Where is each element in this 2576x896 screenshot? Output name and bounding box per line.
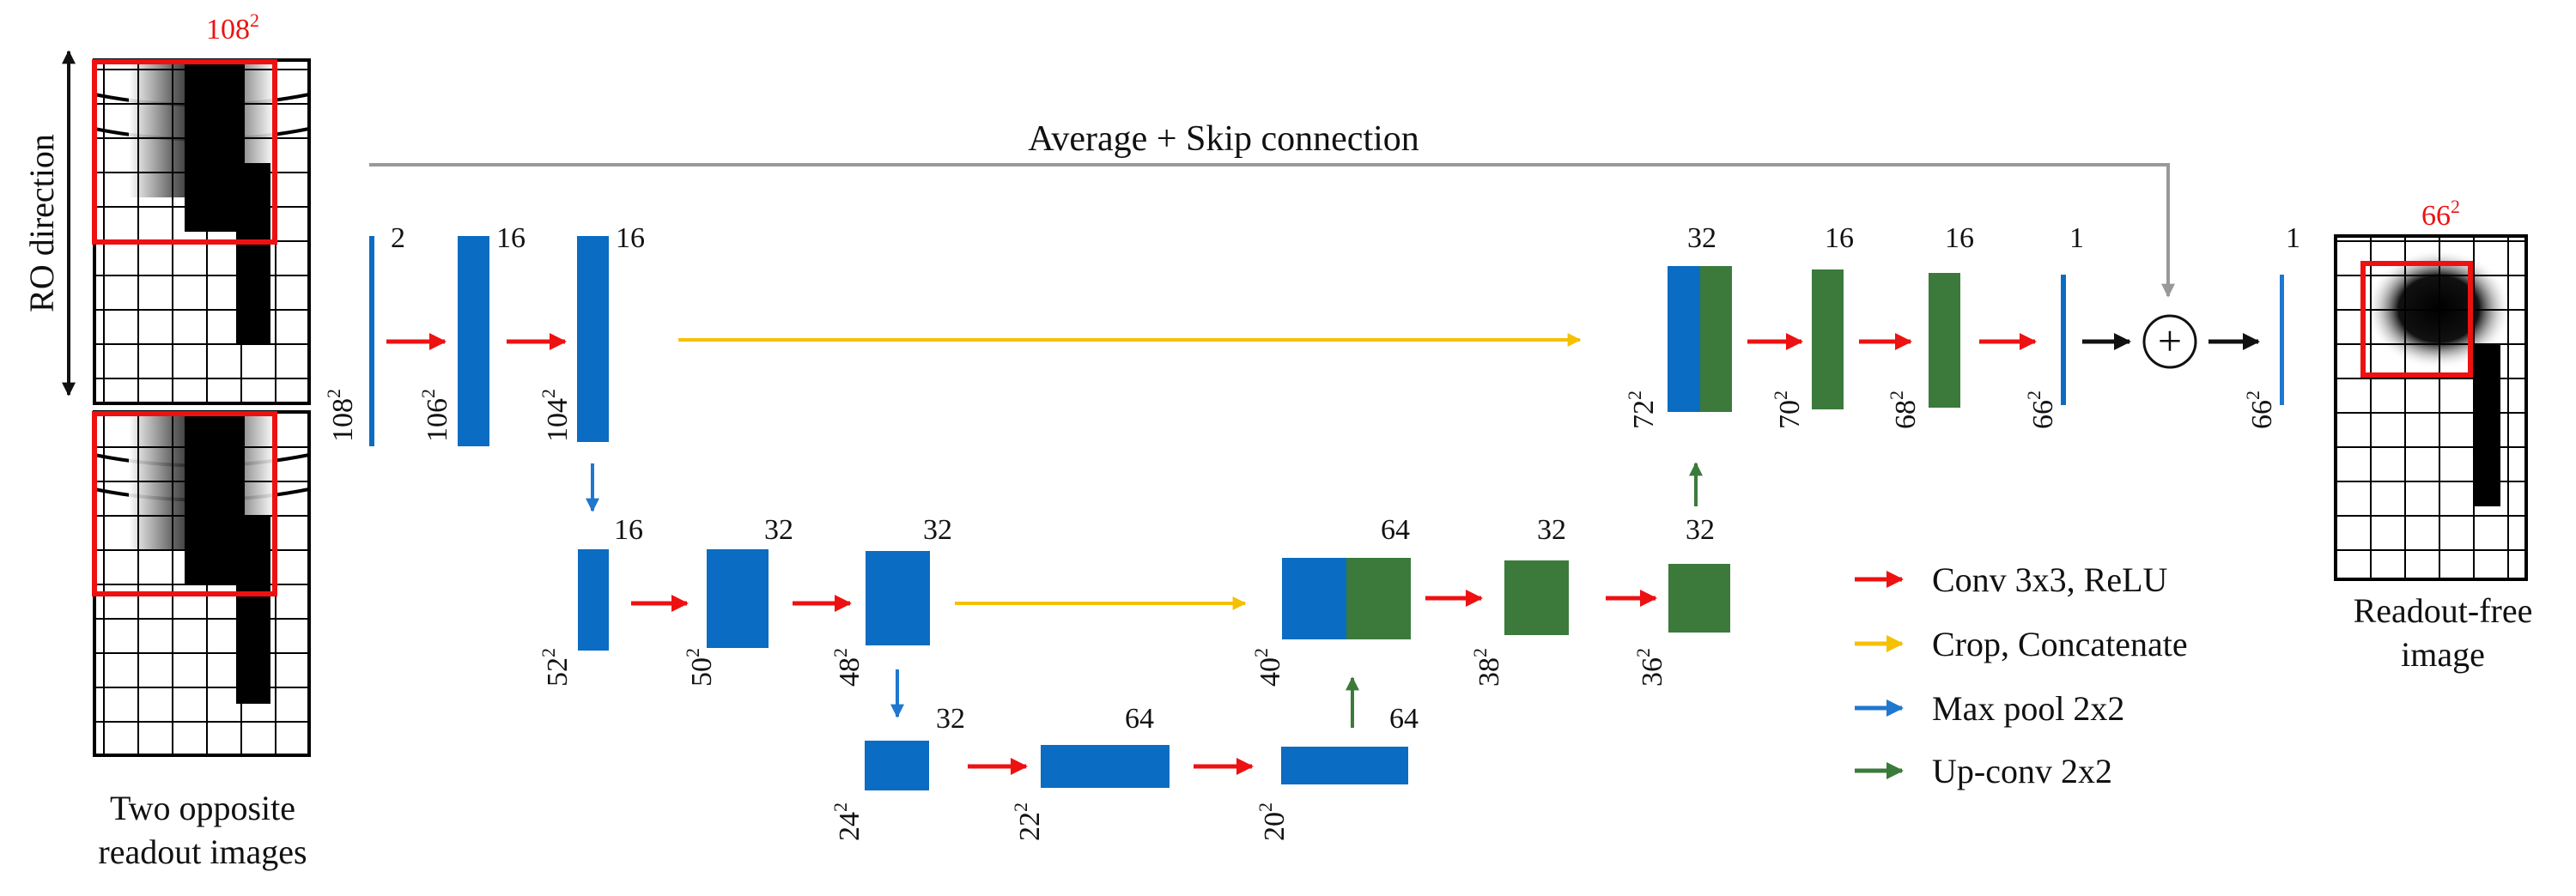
feature-map-up1-conv2	[1929, 273, 1960, 408]
size-l2-pool: 522	[538, 648, 574, 687]
ch-l2-conv2: 32	[923, 514, 952, 546]
input-image-top	[92, 58, 311, 405]
size-l1-conv2: 1042	[538, 389, 574, 442]
input-caption-line2: readout images	[98, 832, 307, 871]
feature-map-up2-concat-blue	[1282, 558, 1346, 639]
legend-conv-label: Conv 3x3, ReLU	[1932, 560, 2168, 599]
size-up2-conv1: 382	[1469, 648, 1505, 687]
input-caption-line1: Two opposite	[110, 789, 295, 827]
skip-connection-arrow	[369, 163, 2175, 298]
feature-map-up1-out	[2061, 275, 2066, 405]
feature-map-up1-concat-green	[1700, 266, 1732, 412]
size-up2-conv2: 362	[1632, 648, 1668, 687]
feature-map-up2-conv2	[1668, 564, 1730, 633]
ch-l1-conv1: 16	[496, 222, 526, 254]
feature-map-l2-pool	[578, 549, 609, 651]
size-l2-conv2: 482	[829, 648, 866, 687]
legend: Conv 3x3, ReLU Crop, Concatenate Max poo…	[1855, 560, 2188, 790]
feature-map-l3-conv1	[1041, 745, 1170, 788]
feature-map-l2-conv2	[866, 551, 930, 645]
crop-box-top	[92, 59, 277, 245]
ch-up1-conv1: 16	[1825, 222, 1854, 254]
ch-l2-pool: 16	[614, 514, 643, 546]
feature-map-up2-concat-green	[1346, 558, 1411, 639]
feature-map-up1-concat-blue	[1668, 266, 1700, 412]
feature-map-up1-conv1	[1812, 269, 1844, 409]
output-caption-line2: image	[2401, 635, 2485, 674]
legend-crop-label: Crop, Concatenate	[1932, 625, 2188, 663]
size-l3-pool: 242	[829, 802, 866, 841]
size-final: 662	[2242, 390, 2278, 429]
ro-direction-label: RO direction	[22, 134, 61, 312]
ch-final: 1	[2286, 222, 2300, 254]
sum-node-symbol: +	[2158, 317, 2182, 365]
ch-input: 2	[391, 222, 405, 254]
ch-up1-concat: 32	[1687, 222, 1716, 254]
ch-up2-conv2: 32	[1686, 514, 1715, 546]
ch-l2-conv1: 32	[764, 514, 793, 546]
output-crop-box	[2360, 261, 2473, 378]
size-up1-conv1: 702	[1770, 390, 1806, 429]
size-l2-conv1: 502	[682, 648, 718, 687]
feature-map-input	[369, 236, 374, 446]
sum-node	[2142, 314, 2197, 369]
size-up1-out: 662	[2023, 390, 2059, 429]
ch-l1-conv2: 16	[616, 222, 645, 254]
output-caption-line1: Readout-free	[2354, 591, 2533, 630]
output-size-label: 662	[2421, 196, 2460, 232]
size-up1-conv2: 682	[1886, 390, 1922, 429]
feature-map-l3-conv2	[1281, 747, 1408, 784]
size-up1-concat: 722	[1624, 390, 1660, 429]
feature-map-final	[2280, 275, 2284, 405]
crop-box-bottom	[92, 411, 277, 596]
output-image	[2334, 234, 2528, 581]
feature-map-l1-conv1	[458, 236, 489, 446]
ch-up2-conv1: 32	[1537, 514, 1566, 546]
ch-l3-pool: 32	[936, 703, 965, 735]
size-l3-conv2: 202	[1255, 802, 1291, 841]
ch-l3-conv2: 64	[1389, 703, 1419, 735]
size-up2-concat: 402	[1250, 648, 1286, 687]
size-l3-conv1: 222	[1010, 802, 1046, 841]
feature-map-l2-conv1	[707, 549, 769, 648]
size-l1-conv1: 1062	[417, 389, 453, 442]
ch-l3-conv1: 64	[1125, 703, 1154, 735]
size-input: 1082	[323, 389, 359, 442]
feature-map-l1-conv2	[577, 236, 609, 442]
feature-map-up2-conv1	[1504, 560, 1569, 635]
ch-up1-out: 1	[2069, 222, 2084, 254]
input-size-label: 1082	[206, 9, 259, 45]
input-image-bottom	[92, 410, 311, 757]
feature-map-l3-pool	[865, 741, 929, 790]
skip-connection-label: Average + Skip connection	[1028, 119, 1419, 159]
ch-up1-conv2: 16	[1945, 222, 1974, 254]
ch-up2-concat: 64	[1381, 514, 1410, 546]
legend-upconv-label: Up-conv 2x2	[1932, 752, 2112, 790]
legend-pool-label: Max pool 2x2	[1932, 689, 2124, 728]
